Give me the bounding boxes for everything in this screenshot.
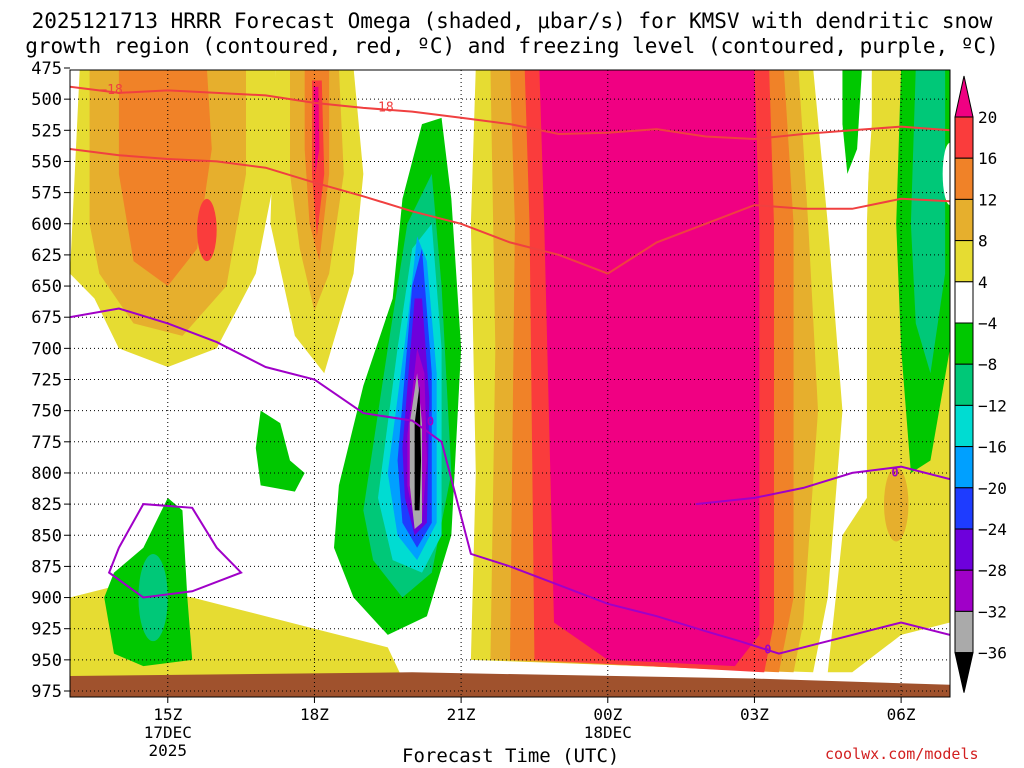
colorbar-label: −8	[978, 355, 997, 374]
colorbar-label: 4	[978, 273, 988, 292]
y-tick-label: 775	[31, 433, 62, 453]
x-tick-label: 18Z	[300, 705, 329, 724]
x-tick-year: 2025	[149, 741, 188, 760]
y-tick-label: 850	[31, 526, 62, 546]
colorbar-segment	[954, 198, 974, 242]
colorbar-label: −28	[978, 561, 1007, 580]
colorbar-label: −24	[978, 520, 1007, 539]
dendritic-contour	[70, 148, 950, 275]
colorbar-segment	[954, 157, 974, 200]
y-tick-label: 750	[31, 402, 62, 422]
y-tick-label: 475	[31, 59, 62, 79]
dendritic-contour	[70, 85, 950, 141]
y-tick-label: 675	[31, 308, 62, 328]
colorbar-label: 20	[978, 108, 997, 127]
y-tick-label: 575	[31, 184, 62, 204]
x-tick-date: 18DEC	[584, 723, 632, 742]
x-tick-label: 06Z	[887, 705, 916, 724]
colorbar-label: 12	[978, 190, 997, 209]
y-tick-label: 725	[31, 371, 62, 391]
colorbar-label: −4	[978, 314, 997, 333]
omega-region-early-orange2	[118, 70, 212, 287]
y-tick-label: 500	[31, 90, 62, 110]
freezing-level-contour	[70, 307, 950, 655]
omega-late-green-thin	[842, 70, 862, 174]
colorbar-label: −32	[978, 602, 1007, 621]
dendritic-contour-label: 18	[378, 101, 394, 116]
y-tick-label: 650	[31, 277, 62, 297]
dendritic-contour-label: −18	[99, 83, 122, 98]
colorbar-segment	[954, 322, 974, 365]
colorbar-segment	[954, 116, 974, 159]
x-tick-label: 21Z	[447, 705, 476, 724]
omega-low-left-teal	[138, 553, 168, 642]
y-tick-label: 875	[31, 557, 62, 577]
freezing-level-label: 0	[764, 643, 771, 657]
colorbar-label: 8	[978, 232, 988, 251]
y-tick-label: 925	[31, 620, 62, 640]
colorbar-segment	[954, 610, 974, 654]
colorbar-segment	[954, 569, 974, 612]
colorbar-segment	[954, 240, 974, 283]
chart-title-line-1: 2025121713 HRRR Forecast Omega (shaded, …	[31, 9, 993, 33]
colorbar-label: −12	[978, 396, 1007, 415]
omega-late-white	[857, 70, 872, 199]
colorbar-label: −36	[978, 644, 1007, 663]
y-tick-label: 625	[31, 246, 62, 266]
x-axis-title: Forecast Time (UTC)	[402, 745, 620, 767]
colorbar-segment	[954, 652, 974, 693]
freezing-level-contour	[107, 503, 243, 599]
colorbar-segment	[954, 446, 974, 489]
y-tick-label: 900	[31, 589, 62, 609]
x-tick-date: 17DEC	[144, 723, 192, 742]
y-tick-label: 550	[31, 152, 62, 172]
omega-17z-green	[255, 410, 305, 492]
x-tick-label: 00Z	[593, 705, 622, 724]
chart-title-line-2: growth region (contoured, red, ºC) and f…	[25, 34, 999, 58]
y-tick-label: 975	[31, 682, 62, 702]
y-tick-label: 525	[31, 121, 62, 141]
credit-text: coolwx.com/models	[825, 745, 979, 763]
omega-late-orange	[884, 466, 909, 542]
freezing-level-contour	[695, 465, 950, 506]
omega-18z-magenta	[313, 86, 320, 174]
colorbar-label: 16	[978, 149, 997, 168]
plot-frame	[69, 69, 951, 698]
omega-late-teal	[910, 70, 946, 374]
freezing-level-label: 0	[891, 466, 898, 480]
omega-plume-black	[414, 385, 422, 511]
omega-late-white-spot	[942, 142, 950, 206]
colorbar-segment	[954, 363, 974, 406]
colorbar-label: −20	[978, 479, 1007, 498]
omega-early-red-spot	[197, 198, 217, 262]
colorbar-segment	[954, 404, 974, 448]
colorbar-label: −16	[978, 438, 1007, 457]
colorbar-segment	[954, 528, 974, 571]
colorbar-segment	[954, 487, 974, 530]
y-tick-label: 800	[31, 464, 62, 484]
freezing-level-label: 0	[427, 415, 434, 429]
colorbar-segment	[954, 75, 974, 118]
y-tick-label: 700	[31, 339, 62, 359]
y-tick-label: 825	[31, 495, 62, 515]
colorbar-segment	[954, 281, 974, 324]
x-tick-label: 03Z	[740, 705, 769, 724]
y-tick-label: 600	[31, 215, 62, 235]
omega-sink-magenta	[539, 70, 760, 667]
x-tick-label: 15Z	[153, 705, 182, 724]
y-tick-label: 950	[31, 651, 62, 671]
